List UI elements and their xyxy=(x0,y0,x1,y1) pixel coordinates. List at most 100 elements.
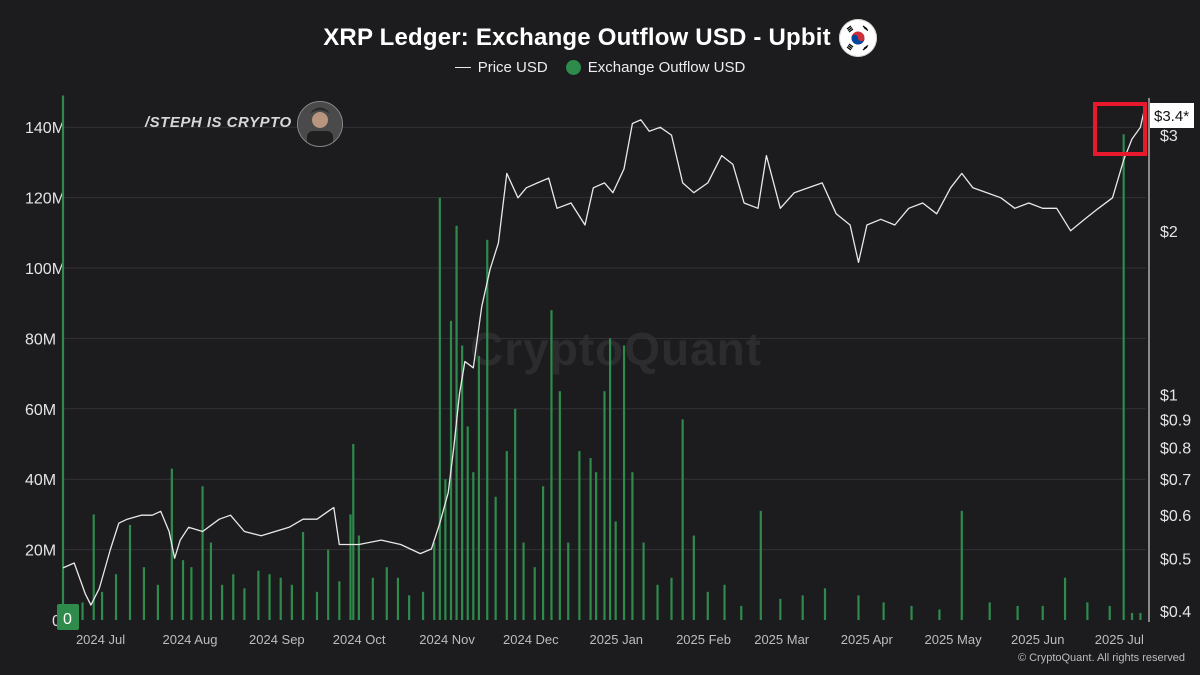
outflow-bar xyxy=(494,496,497,620)
outflow-bar xyxy=(938,609,941,620)
outflow-bar xyxy=(327,549,330,620)
y-tick-label: 40M xyxy=(25,472,56,489)
zero-badge xyxy=(57,604,79,630)
x-tick-label: 2025 Jan xyxy=(590,632,644,647)
price-line-swatch xyxy=(454,66,471,68)
x-tick-label: 2024 Oct xyxy=(333,632,386,647)
y-tick-label: 100M xyxy=(25,261,65,278)
outflow-bar xyxy=(301,532,305,620)
outflow-bar xyxy=(1016,605,1019,620)
outflow-bar xyxy=(603,391,606,620)
x-tick-label: 2025 May xyxy=(924,632,982,647)
legend-item-price[interactable]: Price USD xyxy=(454,58,548,76)
outflow-bar xyxy=(477,356,480,620)
outflow-bar xyxy=(156,584,160,620)
outflow-bar xyxy=(257,570,260,620)
outflow-bar xyxy=(201,486,204,620)
outflow-bar xyxy=(681,419,684,620)
outflow-bar xyxy=(692,535,695,620)
current-price-label: $3.4* xyxy=(1154,108,1189,125)
outflow-bar xyxy=(558,391,561,620)
y2-tick-label: $2 xyxy=(1160,224,1178,241)
x-tick-label: 2024 Aug xyxy=(162,632,217,647)
outflow-bar xyxy=(357,535,360,620)
outflow-bar xyxy=(823,588,827,620)
outflow-bar xyxy=(371,577,374,620)
outflow-bar xyxy=(100,591,104,620)
outflow-bar xyxy=(608,338,612,620)
outflow-bar xyxy=(290,584,293,620)
outflow-bar xyxy=(268,574,271,620)
y-tick-label: 80M xyxy=(25,331,56,348)
x-tick-label: 2024 Jul xyxy=(76,632,125,647)
outflow-bar xyxy=(349,514,352,620)
outflow-bar xyxy=(221,584,224,620)
outflow-bar xyxy=(433,542,436,620)
outflow-bar xyxy=(533,567,536,620)
outflow-bar xyxy=(642,542,645,620)
outflow-bar xyxy=(631,472,634,620)
y-tick-label: 0 xyxy=(52,613,61,630)
legend-item-outflow[interactable]: Exchange Outflow USD xyxy=(565,59,745,76)
x-tick-label: 2024 Sep xyxy=(249,632,305,647)
x-tick-label: 2024 Dec xyxy=(503,632,559,647)
y2-tick-label: $0.6 xyxy=(1160,508,1191,525)
outflow-bar xyxy=(910,605,913,620)
y2-tick-label: $0.8 xyxy=(1160,440,1191,457)
outflow-bar xyxy=(444,479,447,620)
outflow-bar xyxy=(514,408,517,620)
y-tick-label: 120M xyxy=(25,191,65,208)
outflow-bar xyxy=(472,472,475,620)
y2-tick-label: $3 xyxy=(1160,128,1178,145)
outflow-bar xyxy=(396,577,400,620)
outflow-bar xyxy=(209,542,213,620)
x-tick-label: 2025 Jul xyxy=(1095,632,1144,647)
outflow-bar xyxy=(338,581,341,620)
outflow-bar xyxy=(622,345,626,620)
outflow-bar xyxy=(740,605,743,620)
outflow-bar xyxy=(128,524,132,620)
outflow-bar xyxy=(114,574,118,620)
outflow-bar xyxy=(670,577,673,620)
x-tick-label: 2025 Mar xyxy=(754,632,810,647)
x-tick-label: 2025 Feb xyxy=(676,632,731,647)
outflow-bar xyxy=(882,602,885,620)
outflow-bar xyxy=(1122,134,1125,621)
outflow-bar xyxy=(385,567,388,620)
outflow-bar xyxy=(960,510,963,620)
outflow-bar xyxy=(1139,612,1142,620)
y-tick-label: 140M xyxy=(25,120,65,137)
chart-header: XRP Ledger: Exchange Outflow USD - Upbit xyxy=(0,18,1200,58)
brand-watermark: CryptoQuant xyxy=(470,323,763,375)
zero-badge-label: 0 xyxy=(63,611,72,628)
outflow-bar xyxy=(81,602,84,620)
creator-avatar xyxy=(297,101,343,147)
outflow-bar xyxy=(1086,602,1089,620)
outflow-dot-swatch xyxy=(565,59,581,75)
y2-tick-label: $0.5 xyxy=(1160,551,1191,568)
copyright-notice: © CryptoQuant. All rights reserved xyxy=(1017,652,1185,664)
outflow-bar xyxy=(1130,612,1134,620)
outflow-bar xyxy=(408,595,411,620)
outflow-bar xyxy=(181,560,185,620)
outflow-bar xyxy=(232,574,235,620)
outflow-bar xyxy=(857,595,860,620)
outflow-bar xyxy=(779,598,782,620)
outflow-bar xyxy=(505,451,508,620)
x-tick-label: 2025 Apr xyxy=(841,632,894,647)
outflow-bar xyxy=(279,577,282,620)
outflow-bar xyxy=(567,542,570,620)
outflow-bar xyxy=(801,595,804,620)
outflow-bar xyxy=(438,197,441,620)
outflow-bar xyxy=(92,514,95,620)
outflow-bar xyxy=(656,584,659,620)
outflow-bar xyxy=(466,426,469,620)
legend-label-price: Price USD xyxy=(477,58,548,76)
outflow-bar xyxy=(421,591,425,620)
outflow-bar xyxy=(1041,605,1044,620)
outflow-bar xyxy=(988,602,991,620)
outflow-bar xyxy=(190,567,193,620)
outflow-bar xyxy=(578,451,581,620)
outflow-bar xyxy=(142,567,146,620)
